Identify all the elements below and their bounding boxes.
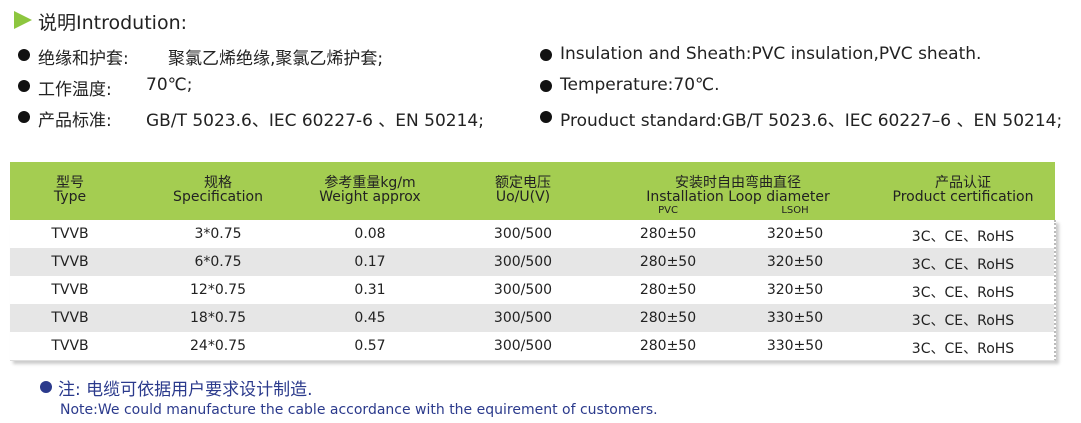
- spec-en: Prouduct standard:GB/T 5023.6、IEC 60227–…: [560, 111, 1063, 131]
- cell: 6*0.75: [194, 254, 242, 270]
- header-zh: 规格: [204, 175, 232, 191]
- cell: TVVB: [51, 282, 89, 298]
- spec-value: 聚氯乙烯绝缘,聚氯乙烯护套;: [168, 49, 384, 69]
- spec-en: Insulation and Sheath:PVC insulation,PVC…: [560, 44, 982, 64]
- bullet: [40, 381, 52, 393]
- bullet: [540, 111, 552, 123]
- row-bg: [10, 248, 1054, 276]
- cell: 300/500: [493, 338, 553, 354]
- cell: 3C、CE、RoHS: [911, 341, 1015, 357]
- note-en: Note:We could manufacture the cable acco…: [60, 402, 658, 418]
- cell: 320±50: [766, 254, 824, 270]
- header-en: Specification: [173, 189, 263, 205]
- header-en: Weight approx: [319, 189, 421, 205]
- spec-label: 产品标准:: [38, 111, 112, 131]
- cell: 0.57: [354, 338, 386, 354]
- cell: 300/500: [493, 282, 553, 298]
- title: 说明Introdution:: [38, 12, 188, 34]
- table-body: [10, 220, 1056, 361]
- cell: 320±50: [766, 282, 824, 298]
- cell: TVVB: [51, 226, 89, 242]
- cell: 3C、CE、RoHS: [911, 257, 1015, 273]
- cell: 18*0.75: [190, 310, 246, 326]
- cell: TVVB: [51, 254, 89, 270]
- header-zh: 型号: [56, 175, 84, 191]
- note-zh: 注: 电缆可依据用户要求设计制造.: [58, 380, 313, 400]
- cell: 0.45: [354, 310, 386, 326]
- cell: 3C、CE、RoHS: [911, 313, 1015, 329]
- cell: TVVB: [51, 338, 89, 354]
- cell: 280±50: [639, 226, 697, 242]
- table-header-bg: [10, 162, 1055, 220]
- cell: 12*0.75: [190, 282, 246, 298]
- cell: 300/500: [493, 310, 553, 326]
- cell: 300/500: [493, 226, 553, 242]
- spec-value: 70℃;: [146, 75, 193, 95]
- title-icon: [14, 11, 32, 29]
- header-sub: LSOH: [781, 205, 809, 216]
- cell: 0.17: [354, 254, 386, 270]
- cell: 330±50: [766, 338, 824, 354]
- header-zh: 额定电压: [495, 175, 551, 191]
- spec-en: Temperature:70℃.: [560, 75, 720, 95]
- cell: 280±50: [639, 254, 697, 270]
- cell: 280±50: [639, 338, 697, 354]
- spec-label: 工作温度:: [38, 80, 112, 100]
- bullet: [18, 80, 30, 92]
- cell: 3C、CE、RoHS: [911, 285, 1015, 301]
- header-zh: 安装时自由弯曲直径: [675, 175, 801, 191]
- header-sub: PVC: [658, 205, 678, 216]
- bullet: [18, 111, 30, 123]
- cell: TVVB: [51, 310, 89, 326]
- cell: 330±50: [766, 310, 824, 326]
- header-en: Product certification: [892, 189, 1034, 205]
- header-zh: 产品认证: [935, 175, 991, 191]
- cell: 0.31: [354, 282, 386, 298]
- cell: 300/500: [493, 254, 553, 270]
- header-en: Type: [53, 189, 87, 205]
- cell: 24*0.75: [190, 338, 246, 354]
- header-en: Installation Loop diameter: [646, 189, 830, 205]
- bullet: [540, 80, 552, 92]
- row-bg: [10, 304, 1054, 332]
- spec-value: GB/T 5023.6、IEC 60227-6 、EN 50214;: [146, 111, 484, 131]
- cell: 0.08: [354, 226, 386, 242]
- bullet: [540, 49, 552, 61]
- cell: 280±50: [639, 282, 697, 298]
- cell: 3*0.75: [194, 226, 242, 242]
- header-zh: 参考重量kg/m: [324, 175, 416, 191]
- bullet: [18, 49, 30, 61]
- cell: 320±50: [766, 226, 824, 242]
- cell: 3C、CE、RoHS: [911, 229, 1015, 245]
- spec-label: 绝缘和护套:: [38, 49, 129, 69]
- header-en: Uo/U(V): [495, 189, 551, 205]
- cell: 280±50: [639, 310, 697, 326]
